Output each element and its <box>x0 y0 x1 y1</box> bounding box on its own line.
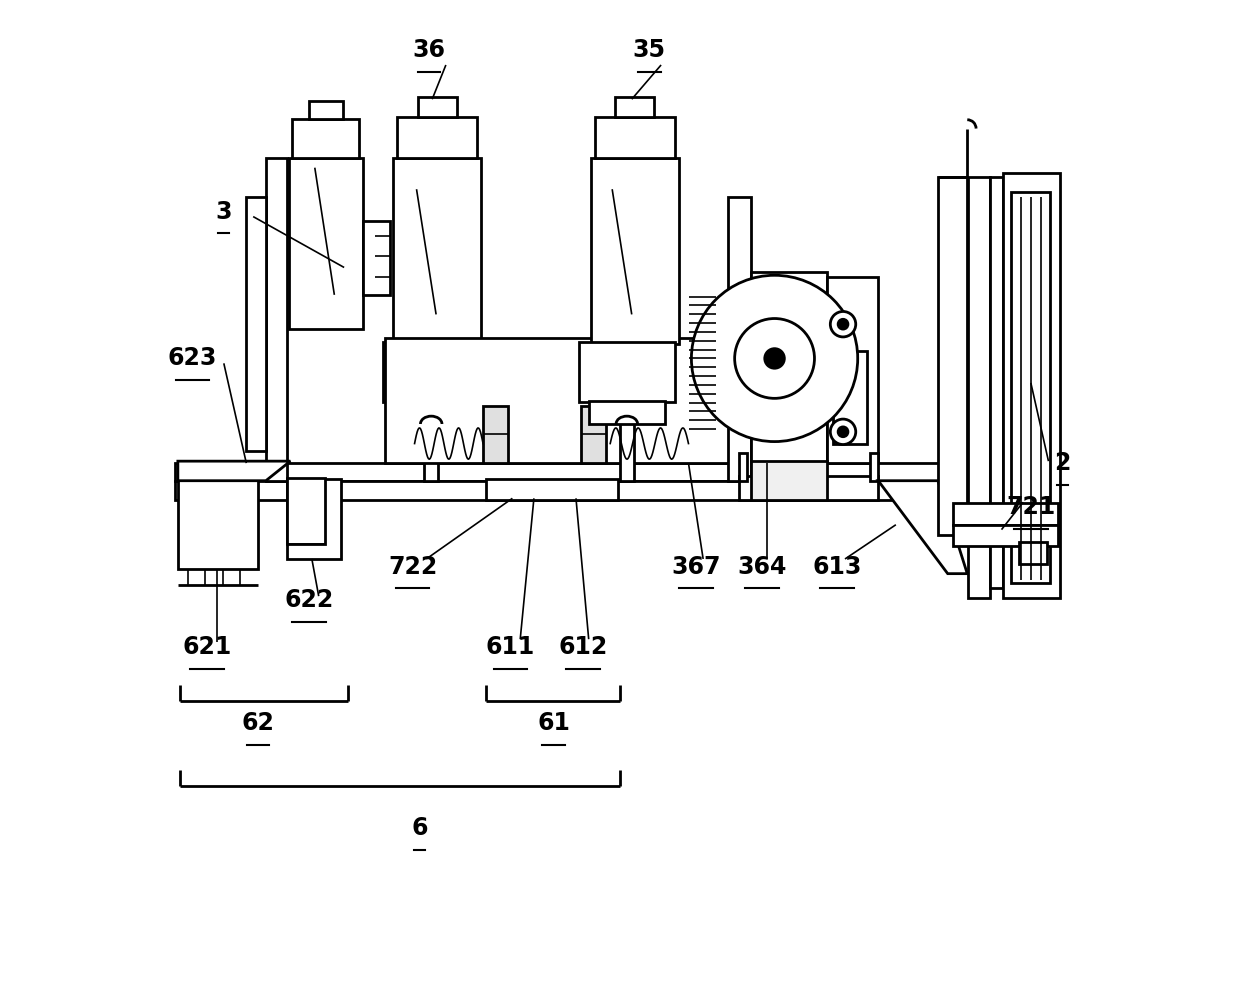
Polygon shape <box>177 461 290 481</box>
Text: 6: 6 <box>412 816 428 840</box>
Circle shape <box>838 319 848 329</box>
Text: 36: 36 <box>413 38 445 63</box>
Text: 3: 3 <box>216 200 232 224</box>
Polygon shape <box>878 481 967 574</box>
Bar <box>175 481 1007 500</box>
Circle shape <box>831 312 856 336</box>
Bar <box>383 341 479 402</box>
Bar <box>968 178 990 598</box>
Circle shape <box>765 348 785 368</box>
Bar <box>589 400 665 424</box>
Text: 622: 622 <box>284 588 334 612</box>
Bar <box>177 479 258 569</box>
Bar <box>990 178 1003 589</box>
Text: 61: 61 <box>537 711 570 736</box>
Bar <box>484 406 508 463</box>
Circle shape <box>831 419 856 444</box>
Bar <box>289 158 363 329</box>
Bar <box>293 119 358 158</box>
Text: 722: 722 <box>388 555 438 579</box>
Bar <box>579 341 675 402</box>
Circle shape <box>734 319 815 398</box>
Bar <box>247 197 265 451</box>
Bar <box>590 158 678 343</box>
Bar <box>288 479 341 559</box>
Bar <box>739 453 748 481</box>
Bar <box>1012 192 1050 584</box>
Text: 612: 612 <box>558 635 608 659</box>
Bar <box>1019 542 1047 564</box>
Text: 62: 62 <box>242 711 274 736</box>
Text: 623: 623 <box>167 346 217 371</box>
Text: 2: 2 <box>1054 451 1070 475</box>
Bar <box>424 187 438 481</box>
Bar <box>363 222 391 295</box>
Bar <box>418 97 456 117</box>
Bar <box>620 187 634 481</box>
Text: 613: 613 <box>812 555 862 579</box>
Text: 367: 367 <box>672 555 720 579</box>
Bar <box>751 273 827 463</box>
Bar <box>833 350 868 443</box>
Bar <box>288 478 325 544</box>
Text: 364: 364 <box>737 555 786 579</box>
Bar <box>952 525 1058 546</box>
Bar <box>393 400 470 424</box>
Bar <box>739 476 878 500</box>
Bar <box>580 406 606 463</box>
Circle shape <box>692 276 858 441</box>
Bar <box>309 101 343 119</box>
Bar <box>827 278 878 463</box>
Bar <box>175 463 1007 481</box>
Bar <box>594 117 675 158</box>
Bar <box>397 117 477 158</box>
Bar <box>1003 173 1060 598</box>
Bar <box>393 158 481 343</box>
Text: 621: 621 <box>182 635 232 659</box>
Text: 721: 721 <box>1006 495 1055 519</box>
Bar <box>615 97 655 117</box>
Bar <box>265 158 288 481</box>
Bar <box>386 337 756 463</box>
Bar <box>870 453 878 481</box>
Text: 35: 35 <box>632 38 666 63</box>
Bar <box>751 461 827 500</box>
Bar <box>937 178 967 535</box>
Bar <box>952 503 1058 525</box>
Text: 611: 611 <box>486 635 536 659</box>
Bar <box>486 479 618 500</box>
Bar <box>728 197 751 481</box>
Circle shape <box>838 427 848 437</box>
